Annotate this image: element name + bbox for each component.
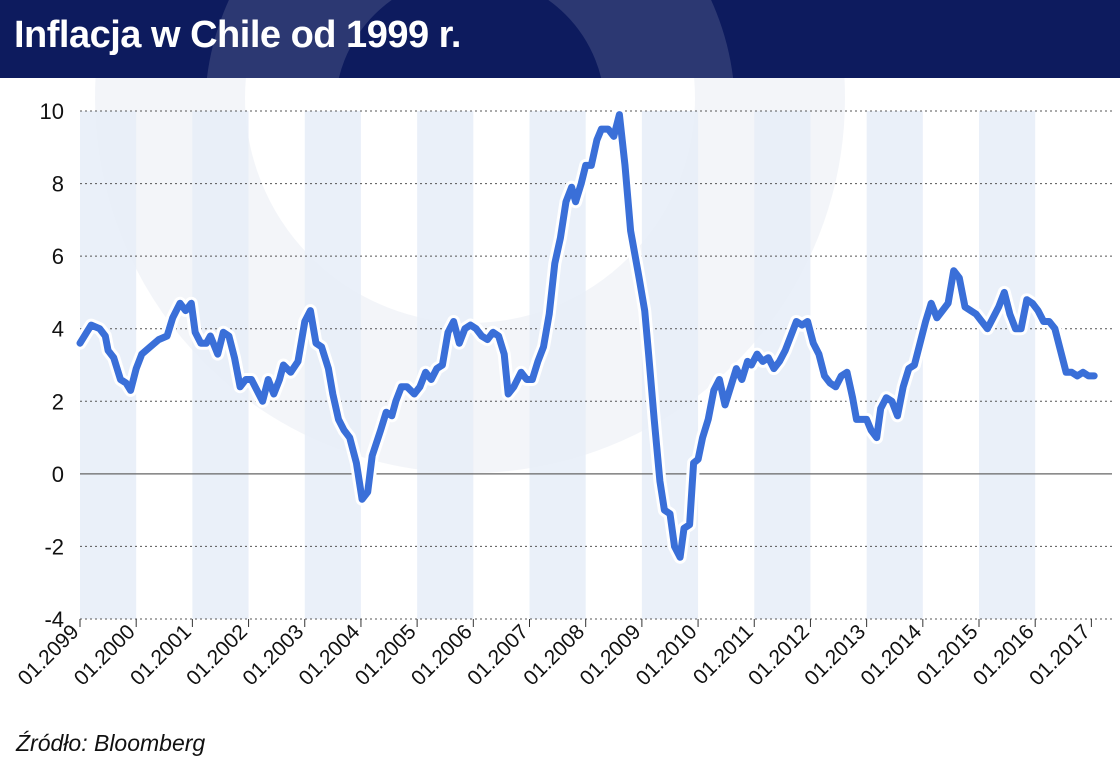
y-tick-label: 4 bbox=[52, 317, 64, 342]
x-tick-label: 01.2004 bbox=[295, 620, 365, 690]
x-tick-label: 01.2006 bbox=[407, 620, 477, 690]
x-tick-label: 01.2000 bbox=[70, 620, 140, 690]
title-bar: Inflacja w Chile od 1999 r. bbox=[0, 0, 1120, 78]
x-tick-label: 01.2003 bbox=[238, 620, 308, 690]
x-tick-label: 01.2005 bbox=[351, 620, 421, 690]
series-layer bbox=[73, 108, 1101, 564]
x-tick-label: 01.2013 bbox=[800, 620, 870, 690]
inflation-line-chart: 10 8 6 4 2 0 -2 -4 01.209901.200001.200101.2002… bbox=[14, 78, 1112, 690]
page-title: Inflacja w Chile od 1999 r. bbox=[14, 14, 461, 56]
y-axis-ticks: 10 8 6 4 2 0 -2 -4 bbox=[40, 99, 64, 632]
x-tick-label: 01.2010 bbox=[632, 620, 702, 690]
x-tick-label: 01.2016 bbox=[969, 620, 1039, 690]
x-tick-label: 01.2007 bbox=[463, 620, 533, 690]
y-tick-label: 10 bbox=[40, 99, 64, 124]
grid-lines bbox=[80, 110, 1112, 620]
y-tick-label: 2 bbox=[52, 389, 64, 414]
year-bands bbox=[80, 111, 1036, 619]
x-tick-label: 01.2015 bbox=[913, 620, 983, 690]
x-tick-label: 01.2017 bbox=[1025, 620, 1095, 690]
x-tick-label: 01.2009 bbox=[575, 620, 645, 690]
x-tick-label: 01.2012 bbox=[744, 620, 814, 690]
y-tick-label: -2 bbox=[44, 534, 64, 559]
x-tick-label: 01.2008 bbox=[519, 620, 589, 690]
year-band bbox=[979, 111, 1036, 619]
y-tick-label: 8 bbox=[52, 172, 64, 197]
x-tick-label: 01.2002 bbox=[182, 620, 252, 690]
y-tick-label: 6 bbox=[52, 244, 64, 269]
year-band bbox=[80, 111, 137, 619]
y-tick-label: -4 bbox=[44, 607, 64, 632]
x-tick-label: 01.2014 bbox=[856, 620, 926, 690]
x-axis-ticks: 01.209901.200001.200101.200201.200301.20… bbox=[14, 619, 1095, 690]
source-note: Źródło: Bloomberg bbox=[16, 730, 206, 756]
y-tick-label: 0 bbox=[52, 462, 64, 487]
x-tick-label: 01.2001 bbox=[126, 620, 196, 690]
inflation-series-line bbox=[76, 111, 1098, 561]
